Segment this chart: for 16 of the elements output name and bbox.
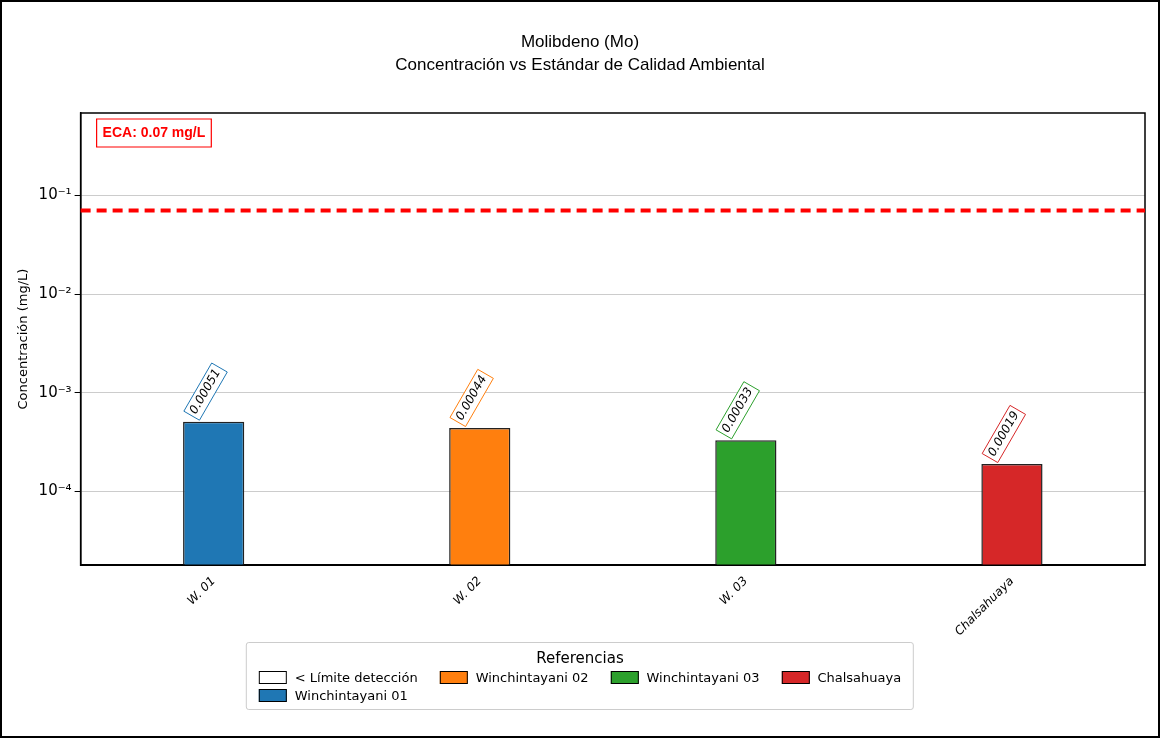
ref-line-label: ECA: 0.07 mg/L xyxy=(102,123,206,140)
legend-label: Winchintayani 02 xyxy=(475,670,589,685)
legend-label: Winchintayani 01 xyxy=(294,688,408,703)
y-tick-label: 10⁻¹ xyxy=(38,185,72,204)
y-axis-title: Concentración (mg/L) xyxy=(15,268,31,410)
x-tick-label: W. 01 xyxy=(184,573,218,608)
y-tick-label: 10⁻² xyxy=(38,283,72,302)
legend-title: Referencias xyxy=(535,649,625,667)
y-tick-label: 10⁻³ xyxy=(38,382,72,401)
x-tick-label: W. 02 xyxy=(450,573,485,608)
legend-label: < Límite detección xyxy=(294,670,418,685)
chart-title: Molibdeno (Mo) Concentración vs Estándar de Calidad Ambiental xyxy=(394,31,766,76)
legend-label: Winchintayani 03 xyxy=(646,670,760,685)
y-tick-label: 10⁻⁴ xyxy=(38,481,72,500)
legend-label: Chalsahuaya xyxy=(817,670,902,685)
x-tick-label: W. 03 xyxy=(716,573,751,608)
